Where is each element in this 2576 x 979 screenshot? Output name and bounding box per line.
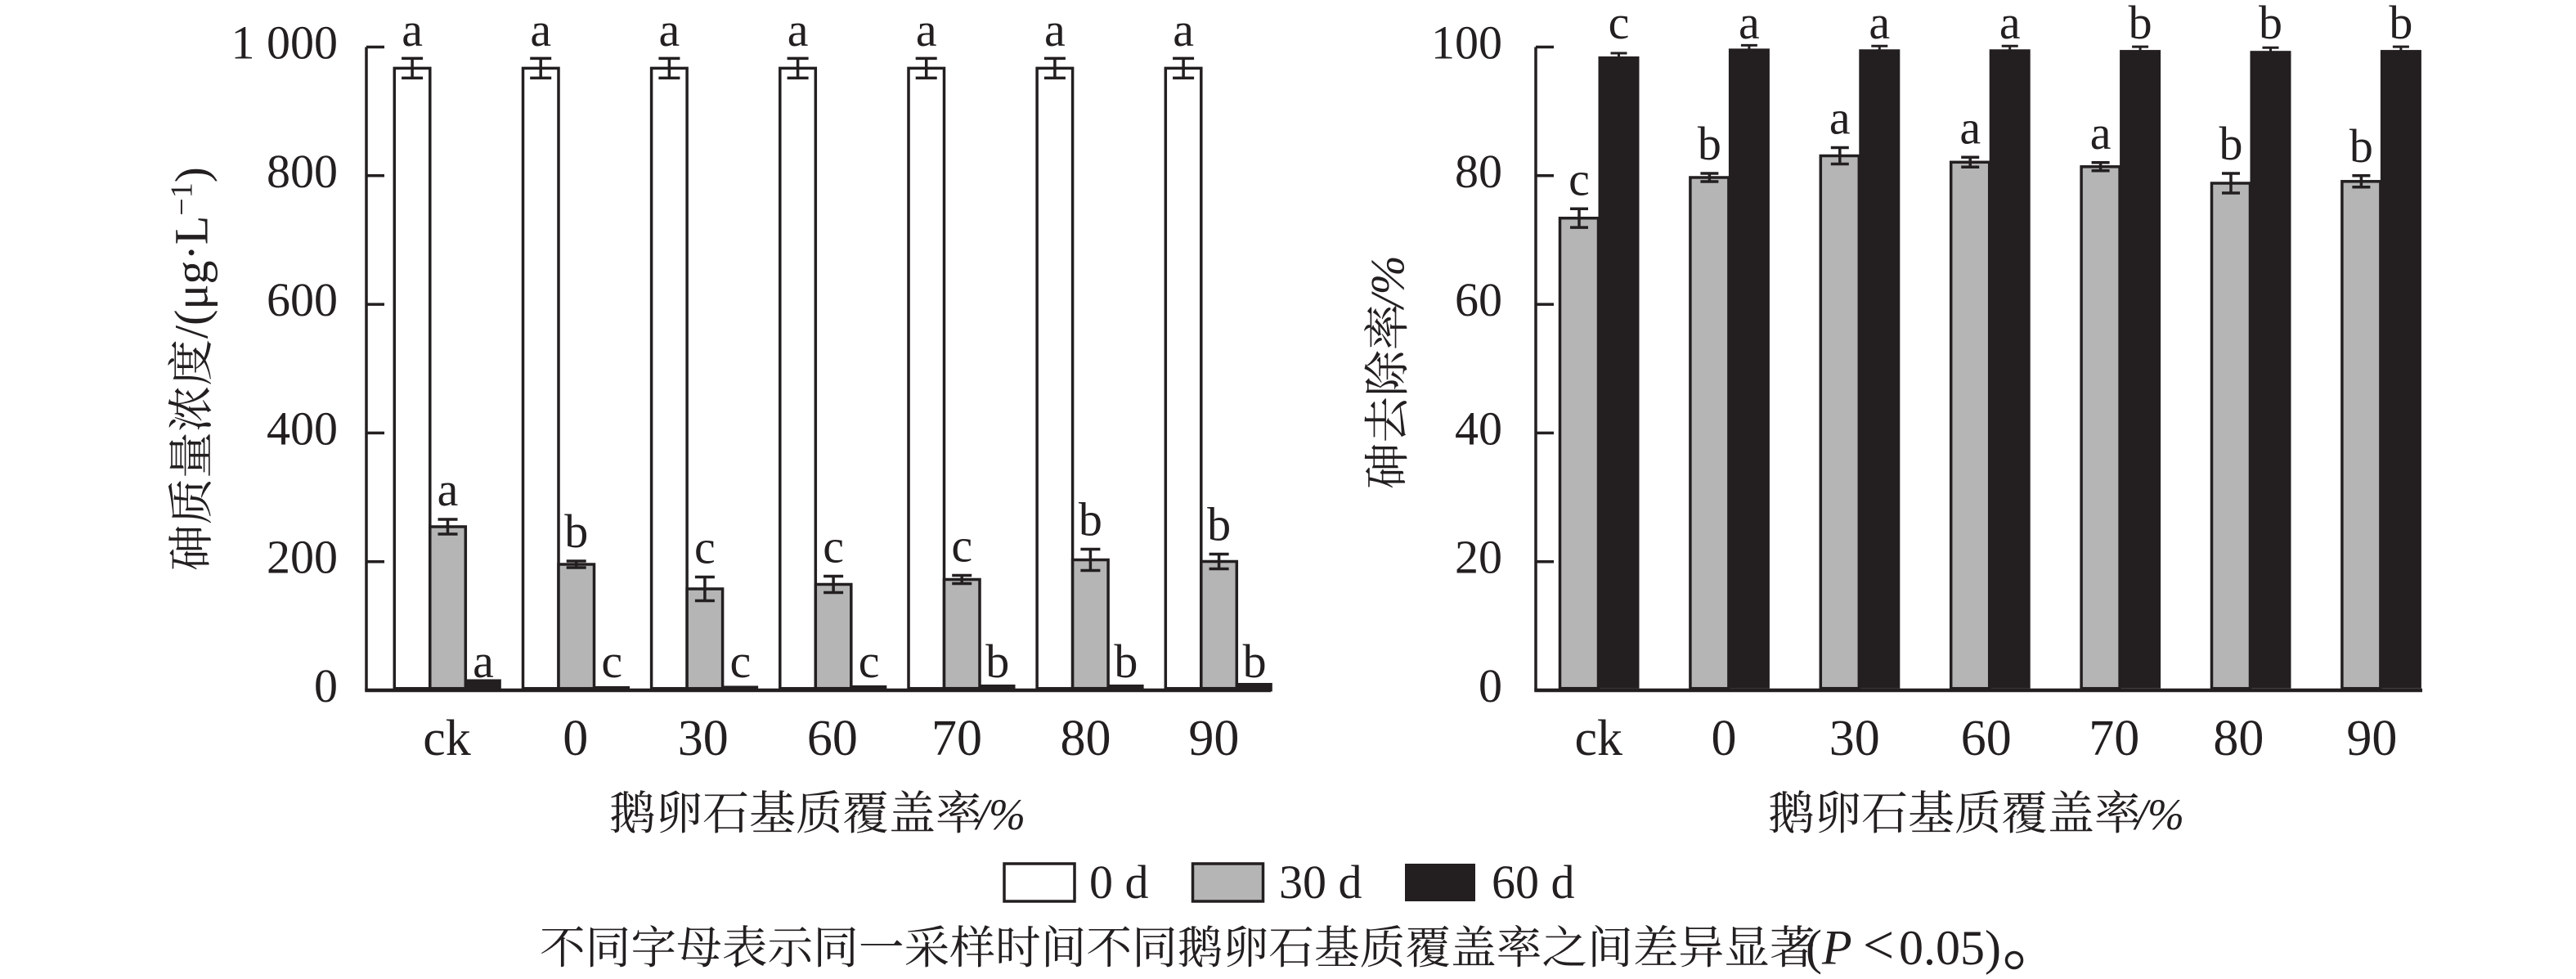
svg-text:c: c — [859, 635, 880, 688]
svg-text:a: a — [659, 3, 680, 56]
svg-text:a: a — [1739, 0, 1760, 49]
svg-text:80: 80 — [1061, 711, 1111, 766]
svg-text:a: a — [1869, 0, 1890, 49]
svg-text:b: b — [985, 635, 1009, 688]
svg-text:0: 0 — [563, 711, 588, 766]
svg-text:c: c — [951, 519, 972, 573]
svg-text:b: b — [2349, 119, 2373, 173]
svg-text:c: c — [694, 521, 716, 574]
svg-text:/(μg·L−1): /(μg·L−1) — [165, 167, 218, 339]
svg-text:b: b — [1114, 635, 1138, 688]
svg-text:600: 600 — [267, 273, 338, 326]
svg-text:0: 0 — [314, 659, 338, 712]
svg-text:/%: /% — [2133, 790, 2184, 839]
svg-text:a: a — [1044, 3, 1066, 56]
svg-text:80: 80 — [2213, 711, 2264, 766]
svg-text:c: c — [730, 635, 752, 688]
svg-text:20: 20 — [1455, 531, 1502, 584]
svg-text:a: a — [2090, 106, 2112, 159]
svg-text:c: c — [601, 635, 622, 688]
svg-text:0.05): 0.05) — [1899, 921, 2001, 975]
svg-text:a: a — [1173, 3, 1194, 56]
svg-text:800: 800 — [267, 145, 338, 198]
svg-text:<: < — [1863, 914, 1894, 976]
svg-text:90: 90 — [2346, 711, 2397, 766]
svg-text:a: a — [1999, 0, 2021, 49]
svg-text:a: a — [402, 3, 423, 56]
svg-text:60: 60 — [1455, 273, 1502, 326]
svg-text:70: 70 — [931, 711, 982, 766]
svg-text:400: 400 — [267, 402, 338, 455]
svg-text:b: b — [1698, 117, 1721, 170]
svg-text:ck: ck — [423, 711, 471, 766]
svg-text:30: 30 — [1829, 711, 1880, 766]
svg-text:90: 90 — [1188, 711, 1239, 766]
svg-text:100: 100 — [1431, 16, 1502, 70]
svg-text:1 000: 1 000 — [231, 16, 339, 70]
svg-text:a: a — [788, 3, 809, 56]
svg-text:a: a — [1959, 101, 1981, 154]
svg-text:b: b — [2219, 117, 2243, 170]
svg-text:30 d: 30 d — [1279, 856, 1362, 909]
svg-text:b: b — [564, 505, 588, 558]
svg-text:b: b — [2259, 0, 2282, 49]
svg-text:0 d: 0 d — [1089, 856, 1149, 909]
svg-text:40: 40 — [1455, 402, 1502, 455]
svg-text:70: 70 — [2089, 711, 2139, 766]
svg-text:a: a — [438, 463, 459, 516]
svg-text:30: 30 — [678, 711, 729, 766]
svg-text:60: 60 — [807, 711, 858, 766]
svg-text:a: a — [916, 3, 937, 56]
svg-text:(P: (P — [1806, 921, 1852, 975]
svg-text:b: b — [2389, 0, 2412, 49]
svg-text:a: a — [473, 635, 494, 688]
svg-text:200: 200 — [267, 531, 338, 584]
svg-text:c: c — [823, 520, 844, 573]
svg-text:c: c — [1568, 152, 1590, 205]
svg-text:b: b — [2129, 0, 2152, 49]
svg-text:0: 0 — [1479, 659, 1502, 712]
svg-text:b: b — [1243, 635, 1267, 688]
svg-text:/%: /% — [974, 790, 1025, 839]
svg-text:b: b — [1079, 493, 1102, 546]
svg-text:/%: /% — [1361, 255, 1414, 310]
svg-text:80: 80 — [1455, 145, 1502, 198]
svg-text:60 d: 60 d — [1492, 856, 1575, 909]
svg-text:0: 0 — [1712, 711, 1737, 766]
svg-text:a: a — [1829, 92, 1851, 145]
svg-text:c: c — [1609, 0, 1630, 49]
svg-text:a: a — [530, 3, 551, 56]
svg-text:ck: ck — [1575, 711, 1623, 766]
svg-text:b: b — [1207, 498, 1231, 551]
svg-text:60: 60 — [1961, 711, 2012, 766]
